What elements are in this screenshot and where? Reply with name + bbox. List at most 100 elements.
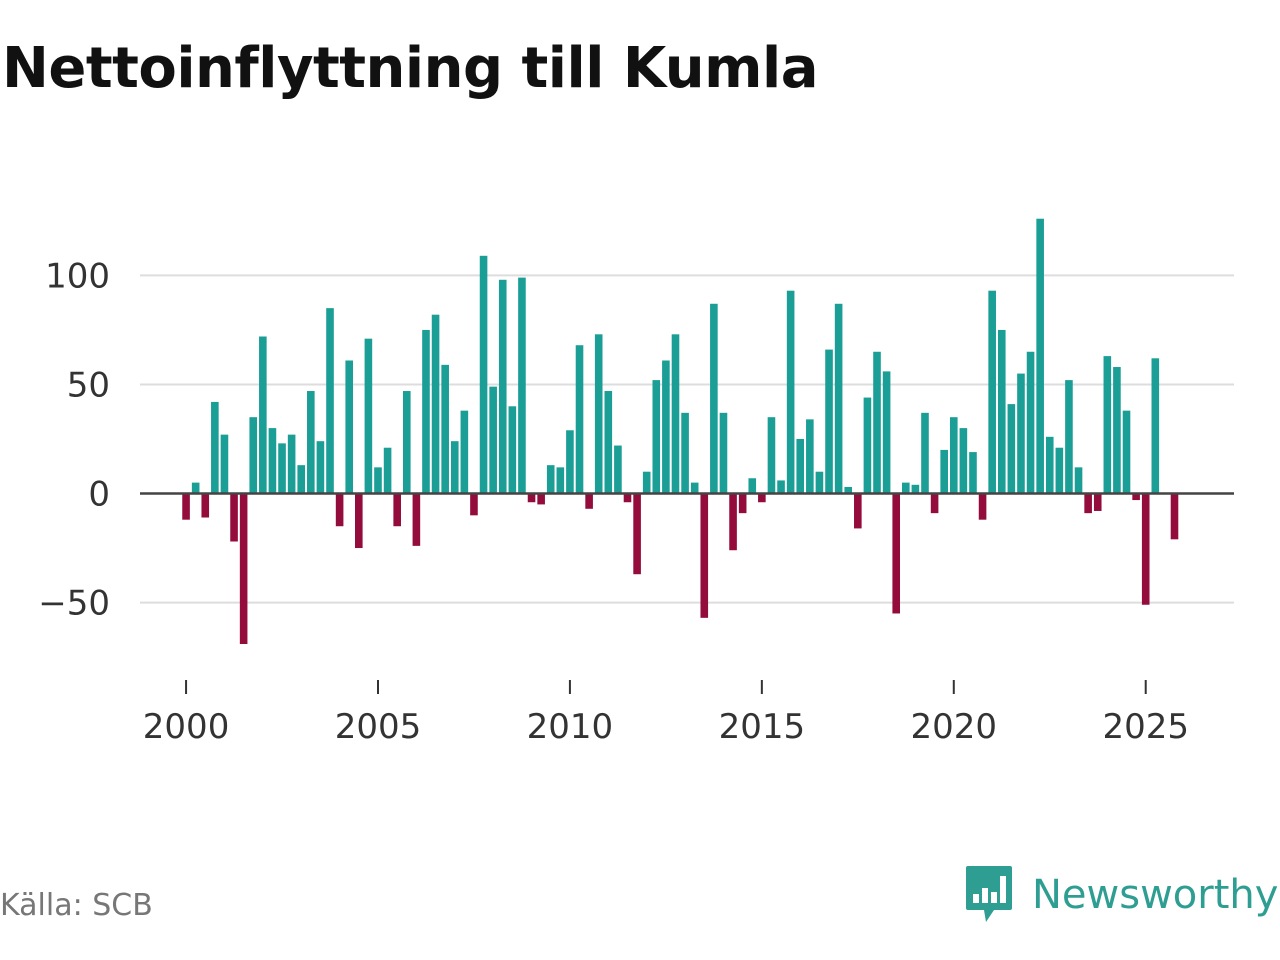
- bar: [527, 493, 536, 503]
- bar: [412, 493, 421, 546]
- bar: [355, 493, 363, 549]
- bar: [220, 434, 229, 494]
- bar: [393, 493, 401, 527]
- bar: [470, 493, 478, 516]
- bar: [652, 380, 661, 494]
- bar: [1093, 493, 1102, 511]
- brand-logo: Newsworthy: [964, 864, 1278, 926]
- y-tick-label: 100: [45, 256, 110, 296]
- bar: [777, 480, 785, 494]
- bar: [729, 493, 737, 551]
- chart-title: Nettoinflyttning till Kumla: [2, 36, 819, 101]
- bar: [422, 329, 430, 494]
- bar: [988, 290, 996, 494]
- bar: [287, 434, 296, 494]
- bar: [278, 443, 286, 494]
- bar: [921, 412, 929, 494]
- bar: [402, 391, 411, 494]
- bar: [1170, 493, 1179, 540]
- bar: [1084, 493, 1092, 514]
- bar: [297, 465, 306, 494]
- y-tick-label: 0: [88, 475, 110, 515]
- bar: [239, 493, 248, 645]
- bar: [758, 493, 766, 503]
- bar: [566, 430, 574, 494]
- bar: [1122, 410, 1131, 494]
- bar: [450, 441, 459, 494]
- bar: [930, 493, 939, 514]
- bar: [1055, 447, 1064, 494]
- x-tick-label: 2005: [335, 707, 422, 747]
- bar: [1151, 358, 1160, 494]
- bar: [364, 338, 373, 494]
- bar: [326, 308, 334, 494]
- bar: [690, 482, 699, 494]
- x-tick-label: 2020: [911, 707, 998, 747]
- bar: [873, 351, 881, 494]
- bar: [623, 493, 632, 503]
- bar: [518, 277, 526, 494]
- bar: [249, 417, 258, 494]
- bar: [882, 371, 891, 494]
- bar: [940, 449, 948, 494]
- bar: [479, 255, 488, 494]
- bar: [902, 482, 910, 494]
- x-tick-label: 2025: [1102, 707, 1189, 747]
- bar: [230, 493, 238, 542]
- bar: [537, 493, 545, 505]
- bar: [1026, 351, 1035, 494]
- bar: [191, 482, 200, 494]
- bar: [556, 467, 565, 494]
- bar: [911, 484, 920, 494]
- bar: [441, 364, 449, 494]
- bar: [1113, 367, 1121, 494]
- bar-chart: −50 0 50 100 2000 2005 2010 2015 2020 2025: [38, 218, 1234, 747]
- bar: [1132, 493, 1140, 501]
- bars: [182, 218, 1179, 645]
- bar: [681, 412, 689, 494]
- bar: [316, 441, 325, 494]
- bar: [604, 391, 613, 494]
- bar: [815, 471, 824, 494]
- bar: [182, 493, 190, 520]
- x-tick-label: 2010: [527, 707, 614, 747]
- bar: [671, 334, 680, 494]
- bar: [767, 417, 776, 494]
- bar: [863, 397, 872, 494]
- bar: [969, 452, 977, 494]
- bar: [1036, 218, 1044, 494]
- bar: [268, 428, 277, 494]
- bar: [825, 349, 833, 494]
- bar: [854, 493, 862, 529]
- bar: [738, 493, 747, 514]
- bar: [575, 345, 584, 494]
- bar: [892, 493, 901, 614]
- bar: [498, 279, 507, 494]
- bar: [748, 478, 757, 494]
- y-tick-label: −50: [38, 584, 110, 624]
- bar: [719, 412, 728, 494]
- bar: [383, 447, 392, 494]
- brand-name: Newsworthy: [1032, 872, 1279, 918]
- bar: [335, 493, 344, 527]
- bar: [806, 419, 814, 494]
- bar: [633, 493, 641, 575]
- bar: [834, 303, 843, 494]
- bar: [307, 391, 315, 494]
- bar: [431, 314, 440, 494]
- bar: [345, 360, 354, 494]
- newsworthy-logo-icon: [966, 866, 1012, 922]
- gridlines: [140, 274, 1234, 604]
- bar: [662, 360, 670, 494]
- source-note: Källa: SCB: [0, 888, 153, 923]
- bar: [508, 406, 517, 494]
- bar: [796, 439, 805, 494]
- bar: [585, 493, 593, 509]
- bar: [700, 493, 709, 618]
- bar: [1007, 404, 1016, 494]
- bar: [978, 493, 987, 520]
- y-tick-label: 50: [67, 365, 110, 405]
- bar: [959, 428, 968, 494]
- bar: [211, 401, 219, 494]
- bar: [786, 290, 795, 494]
